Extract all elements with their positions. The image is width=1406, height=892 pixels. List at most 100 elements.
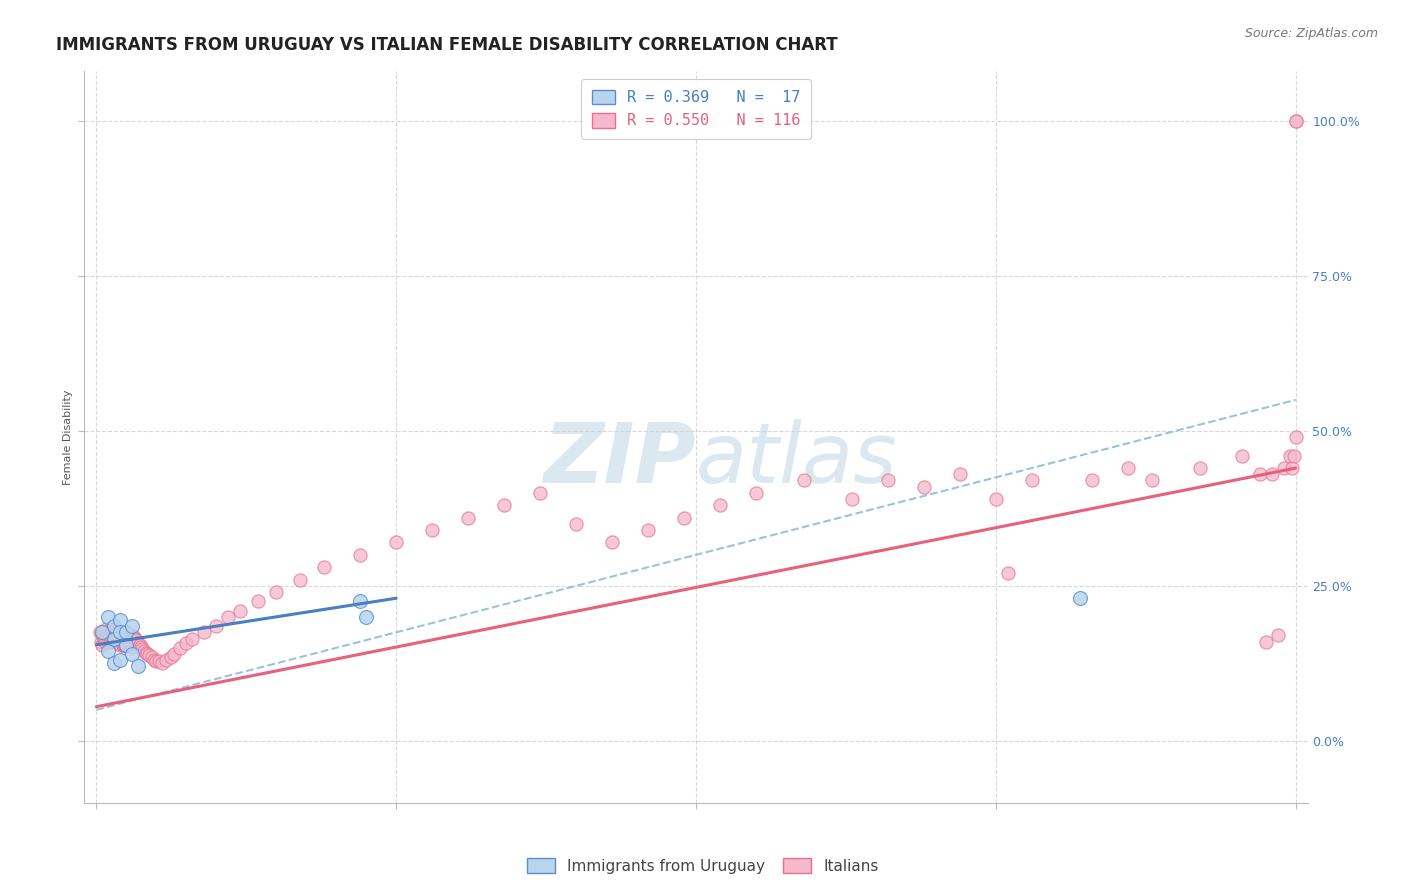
Point: [94, 632, 117, 646]
Point: [155, 653, 177, 667]
Point: [110, 653, 132, 667]
Point: [110, 613, 132, 627]
Point: [93, 625, 117, 640]
Point: [135, 647, 157, 661]
Point: [1069, 591, 1091, 606]
Point: [114, 628, 136, 642]
Point: [127, 636, 149, 650]
Point: [100, 634, 122, 648]
Point: [120, 638, 142, 652]
Point: [1260, 467, 1282, 482]
Point: [145, 655, 167, 669]
Point: [118, 638, 141, 652]
Legend: Immigrants from Uruguay, Italians: Immigrants from Uruguay, Italians: [522, 852, 884, 880]
Point: [1284, 430, 1306, 444]
Point: [117, 628, 139, 642]
Point: [1254, 634, 1277, 648]
Point: [745, 486, 768, 500]
Point: [420, 523, 443, 537]
Point: [637, 523, 659, 537]
Point: [127, 636, 149, 650]
Point: [111, 638, 134, 652]
Point: [115, 639, 138, 653]
Point: [96, 628, 118, 642]
Point: [159, 650, 181, 665]
Point: [89, 625, 111, 640]
Point: [127, 659, 149, 673]
Point: [229, 604, 252, 618]
Point: [1080, 474, 1102, 488]
Point: [103, 625, 125, 640]
Point: [101, 632, 124, 646]
Point: [110, 625, 132, 640]
Point: [103, 657, 125, 671]
Point: [290, 573, 312, 587]
Point: [138, 648, 160, 663]
Point: [912, 480, 935, 494]
Point: [118, 630, 141, 644]
Point: [174, 636, 197, 650]
Point: [103, 619, 125, 633]
Point: [121, 647, 143, 661]
Point: [115, 627, 138, 641]
Point: [181, 632, 204, 646]
Text: atlas: atlas: [696, 418, 897, 500]
Point: [142, 653, 165, 667]
Point: [122, 630, 145, 644]
Point: [841, 491, 863, 506]
Point: [1230, 449, 1253, 463]
Point: [112, 638, 135, 652]
Point: [141, 650, 163, 665]
Point: [105, 636, 128, 650]
Point: [494, 498, 516, 512]
Point: [98, 632, 121, 646]
Point: [984, 491, 1007, 506]
Point: [101, 622, 124, 636]
Point: [110, 636, 132, 650]
Point: [1140, 474, 1163, 488]
Point: [115, 625, 138, 640]
Point: [264, 585, 287, 599]
Point: [124, 632, 146, 646]
Point: [135, 646, 157, 660]
Point: [1284, 114, 1306, 128]
Point: [93, 632, 115, 646]
Point: [121, 619, 143, 633]
Point: [949, 467, 972, 482]
Point: [314, 560, 336, 574]
Point: [105, 625, 128, 640]
Point: [100, 625, 122, 640]
Point: [529, 486, 551, 500]
Point: [111, 627, 134, 641]
Point: [110, 627, 132, 641]
Point: [1249, 467, 1271, 482]
Point: [131, 642, 153, 657]
Point: [1284, 114, 1306, 128]
Point: [600, 535, 623, 549]
Point: [1284, 449, 1306, 463]
Text: IMMIGRANTS FROM URUGUAY VS ITALIAN FEMALE DISABILITY CORRELATION CHART: IMMIGRANTS FROM URUGUAY VS ITALIAN FEMAL…: [56, 36, 838, 54]
Point: [217, 610, 239, 624]
Point: [107, 634, 129, 648]
Point: [112, 627, 135, 641]
Point: [91, 628, 114, 642]
Point: [97, 634, 120, 648]
Point: [108, 636, 131, 650]
Point: [121, 628, 143, 642]
Point: [103, 634, 125, 648]
Point: [97, 644, 120, 658]
Point: [129, 640, 152, 654]
Point: [121, 640, 143, 654]
Point: [125, 633, 148, 648]
Point: [91, 625, 114, 640]
Y-axis label: Female Disability: Female Disability: [63, 389, 73, 485]
Point: [709, 498, 731, 512]
Point: [128, 638, 150, 652]
Point: [205, 619, 228, 633]
Point: [94, 622, 117, 636]
Point: [104, 624, 127, 638]
Point: [93, 634, 117, 648]
Point: [101, 634, 124, 648]
Point: [107, 625, 129, 640]
Point: [793, 474, 815, 488]
